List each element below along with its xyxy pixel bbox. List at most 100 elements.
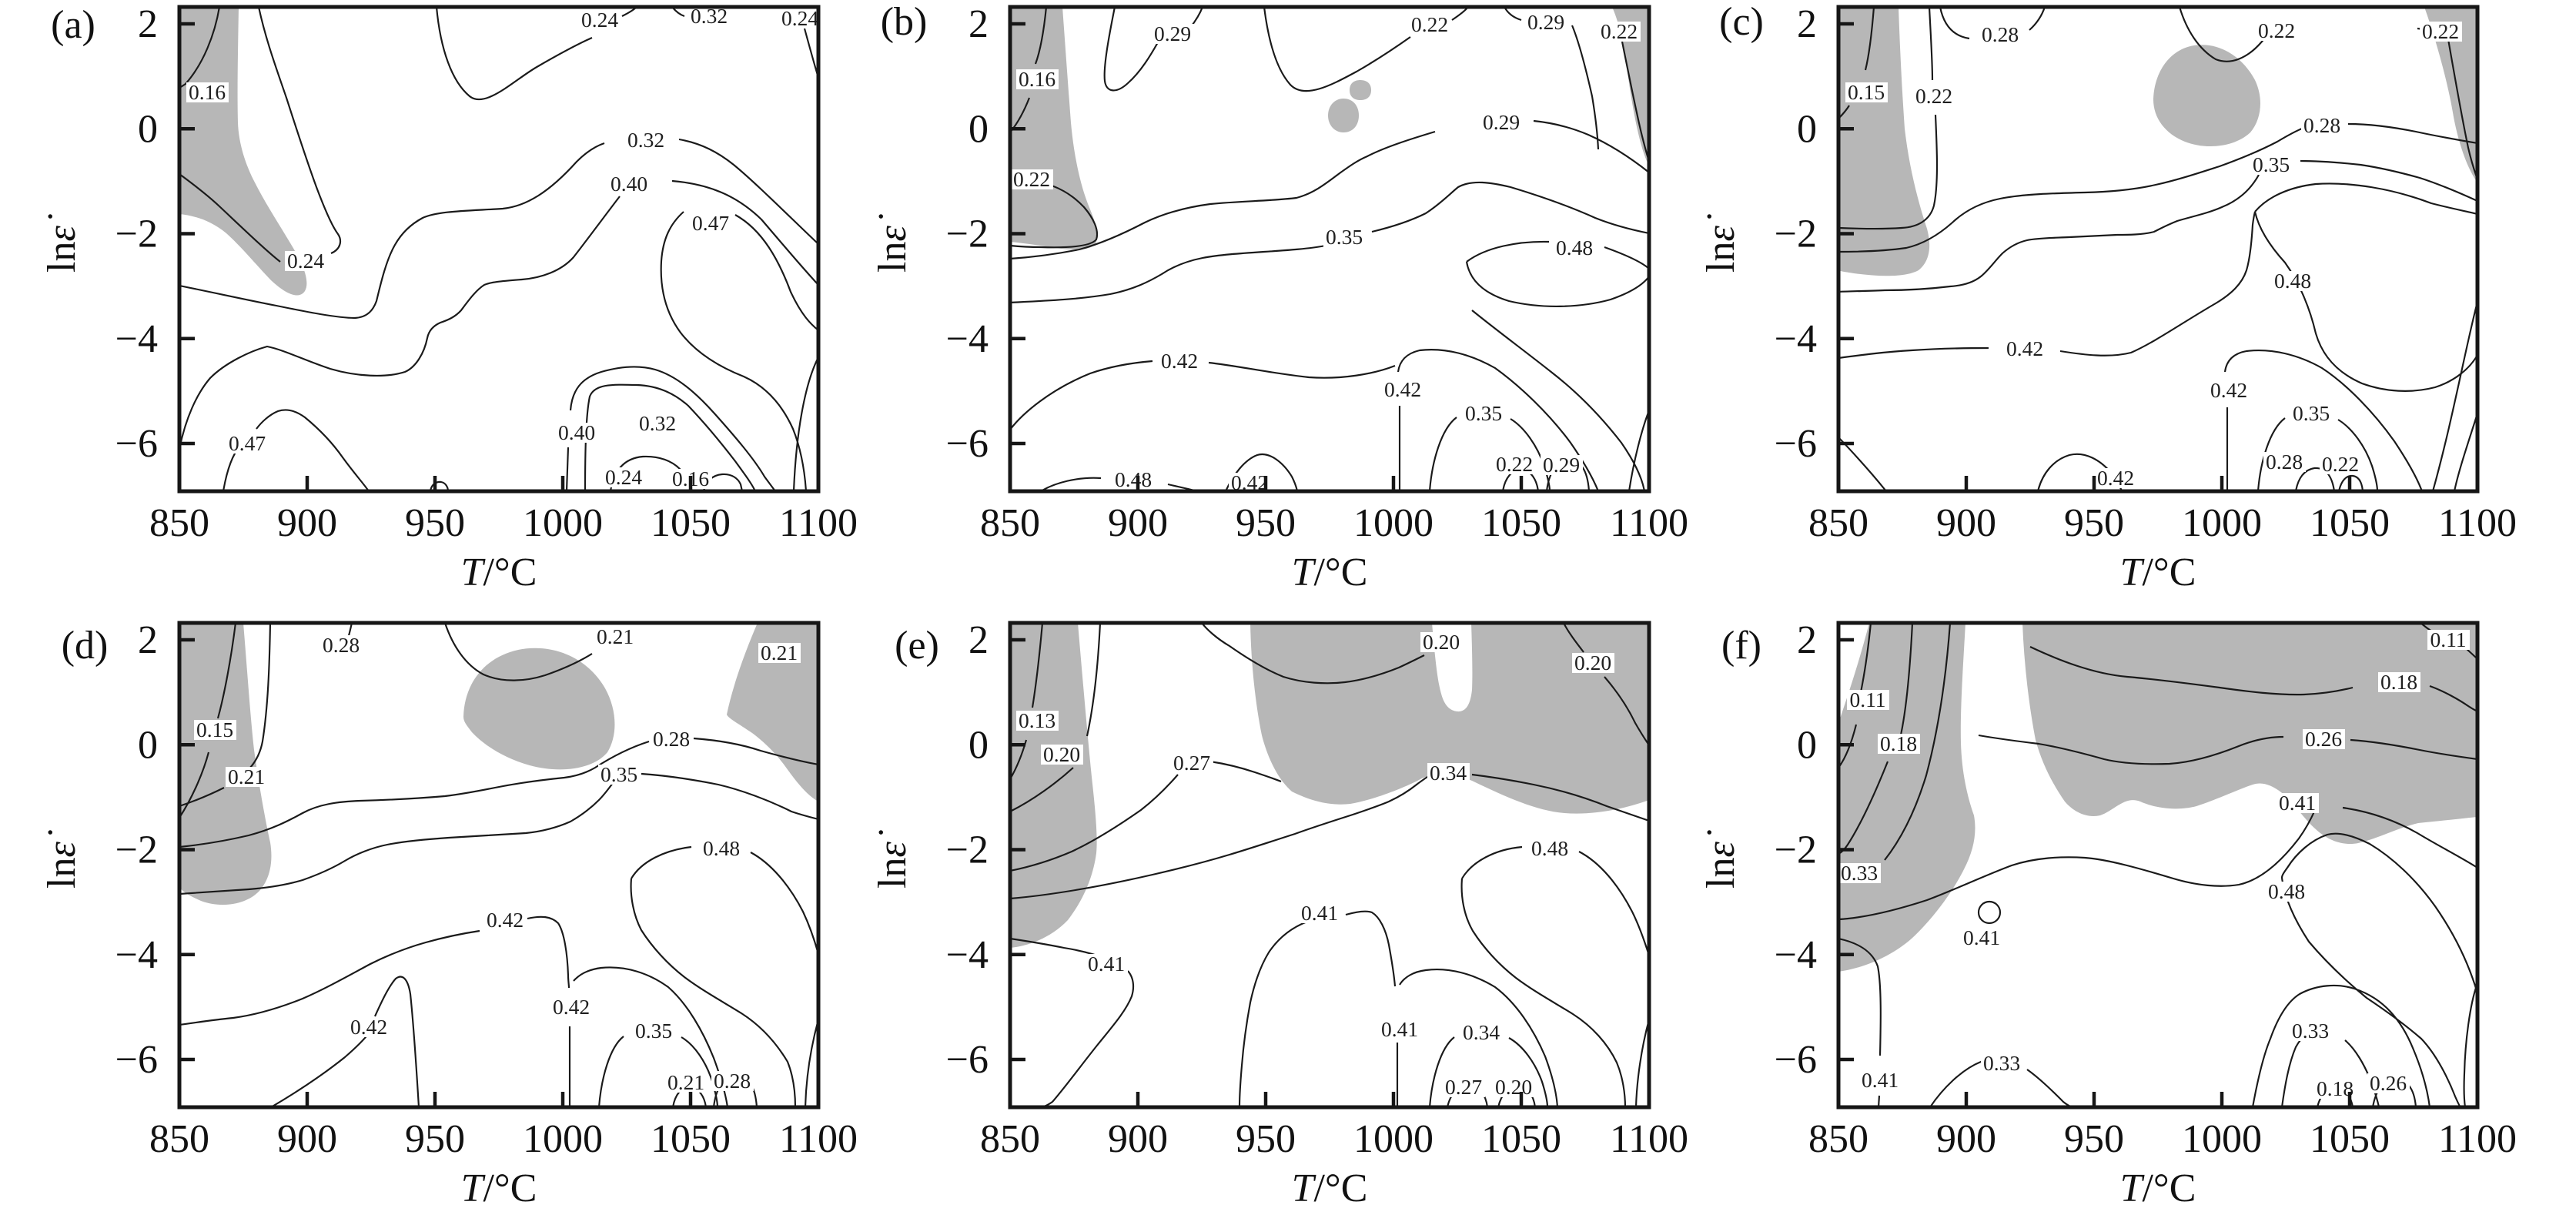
- svg-text:1100: 1100: [779, 1117, 858, 1161]
- svg-text:0.22: 0.22: [2322, 452, 2359, 476]
- svg-text:0.29: 0.29: [1527, 10, 1564, 34]
- svg-text:950: 950: [405, 1117, 465, 1161]
- svg-text:0: 0: [969, 723, 989, 767]
- svg-text:(e): (e): [895, 624, 939, 668]
- svg-text:0.26: 0.26: [2305, 727, 2342, 751]
- svg-text:0.32: 0.32: [691, 4, 728, 28]
- svg-text:850: 850: [149, 501, 209, 545]
- svg-text:0.21: 0.21: [761, 641, 798, 664]
- svg-text:0.42: 0.42: [1161, 349, 1198, 373]
- svg-text:1000: 1000: [523, 1117, 603, 1161]
- svg-text:900: 900: [277, 501, 337, 545]
- svg-text:(f): (f): [1721, 624, 1761, 668]
- svg-text:850: 850: [1808, 501, 1868, 545]
- svg-text:0.29: 0.29: [1543, 453, 1580, 477]
- svg-text:0.24: 0.24: [781, 6, 818, 30]
- svg-text:0.48: 0.48: [703, 836, 740, 860]
- svg-text:950: 950: [405, 501, 465, 545]
- svg-text:1000: 1000: [1353, 501, 1434, 545]
- svg-text:2: 2: [1797, 2, 1817, 46]
- svg-text:1000: 1000: [1353, 1117, 1434, 1161]
- svg-text:0: 0: [969, 107, 989, 151]
- svg-text:0.28: 0.28: [2266, 450, 2303, 474]
- svg-text:0.42: 0.42: [2210, 378, 2247, 402]
- svg-text:0.21: 0.21: [228, 765, 265, 788]
- svg-text:2: 2: [138, 618, 158, 662]
- svg-text:(d): (d): [62, 624, 109, 668]
- svg-text:1000: 1000: [523, 501, 603, 545]
- svg-text:−2: −2: [1775, 828, 1817, 872]
- svg-text:0.22: 0.22: [1411, 12, 1448, 36]
- svg-text:0.35: 0.35: [1465, 401, 1502, 425]
- svg-text:0.28: 0.28: [714, 1069, 751, 1093]
- svg-text:0.42: 0.42: [2097, 466, 2134, 490]
- svg-text:0.20: 0.20: [1574, 651, 1611, 674]
- svg-text:0.34: 0.34: [1463, 1020, 1500, 1044]
- svg-text:0.28: 0.28: [1982, 22, 2019, 46]
- svg-text:0.20: 0.20: [1043, 742, 1080, 766]
- svg-text:0: 0: [1797, 723, 1817, 767]
- svg-text:0.48: 0.48: [2268, 879, 2305, 903]
- svg-text:0.48: 0.48: [2274, 269, 2311, 293]
- svg-text:−6: −6: [1775, 1038, 1817, 1082]
- svg-text:0.22: 0.22: [1915, 84, 1952, 108]
- svg-text:−2: −2: [115, 213, 158, 256]
- svg-text:0.32: 0.32: [627, 128, 664, 152]
- svg-text:0.16: 0.16: [189, 80, 226, 104]
- svg-text:0.16: 0.16: [1019, 67, 1055, 91]
- svg-text:0.22: 0.22: [1496, 452, 1533, 476]
- svg-text:900: 900: [277, 1117, 337, 1161]
- svg-text:900: 900: [1108, 1117, 1168, 1161]
- svg-text:T/°C: T/°C: [1292, 551, 1368, 594]
- svg-text:0.29: 0.29: [1154, 22, 1191, 45]
- svg-text:T/°C: T/°C: [461, 1166, 537, 1210]
- svg-text:0.42: 0.42: [487, 908, 524, 932]
- svg-text:T/°C: T/°C: [2120, 1166, 2196, 1210]
- svg-text:0.48: 0.48: [1115, 467, 1152, 491]
- svg-text:−2: −2: [115, 828, 158, 872]
- svg-text:T/°C: T/°C: [1292, 1166, 1368, 1210]
- svg-text:0.27: 0.27: [1173, 751, 1210, 775]
- svg-text:1050: 1050: [651, 501, 731, 545]
- svg-text:0.22: 0.22: [2422, 19, 2459, 43]
- svg-text:0.41: 0.41: [1381, 1017, 1418, 1041]
- svg-text:0.18: 0.18: [2380, 670, 2417, 694]
- svg-text:900: 900: [1936, 501, 1996, 545]
- svg-text:0.40: 0.40: [611, 172, 647, 196]
- svg-text:0.13: 0.13: [1019, 708, 1055, 732]
- svg-text:−6: −6: [1775, 422, 1817, 466]
- svg-text:850: 850: [980, 501, 1040, 545]
- svg-text:0.48: 0.48: [1556, 236, 1593, 259]
- svg-text:0.41: 0.41: [1862, 1068, 1899, 1092]
- svg-text:2: 2: [138, 2, 158, 46]
- svg-text:0: 0: [138, 723, 158, 767]
- svg-text:950: 950: [2064, 1117, 2124, 1161]
- svg-text:1050: 1050: [1481, 1117, 1561, 1161]
- svg-text:1100: 1100: [779, 501, 858, 545]
- svg-text:850: 850: [1808, 1117, 1868, 1161]
- svg-text:0.11: 0.11: [2430, 628, 2466, 651]
- svg-text:0.48: 0.48: [1531, 836, 1568, 860]
- svg-text:0.21: 0.21: [597, 624, 634, 648]
- svg-text:−2: −2: [1775, 213, 1817, 256]
- svg-text:0.42: 0.42: [350, 1015, 387, 1039]
- svg-text:0.32: 0.32: [639, 411, 676, 435]
- svg-text:0.33: 0.33: [2292, 1019, 2329, 1043]
- svg-text:0.33: 0.33: [1841, 861, 1878, 885]
- svg-text:T/°C: T/°C: [461, 551, 537, 594]
- svg-text:1050: 1050: [1481, 501, 1561, 545]
- svg-text:0.42: 0.42: [553, 995, 590, 1019]
- svg-text:850: 850: [149, 1117, 209, 1161]
- svg-text:0.24: 0.24: [287, 249, 324, 273]
- svg-text:0.41: 0.41: [2279, 791, 2316, 815]
- svg-text:0.41: 0.41: [1963, 925, 2000, 949]
- svg-text:−2: −2: [946, 213, 989, 256]
- svg-text:0.22: 0.22: [2258, 18, 2295, 42]
- svg-text:0.11: 0.11: [1849, 688, 1885, 711]
- svg-text:0.29: 0.29: [1483, 110, 1520, 134]
- svg-text:0.35: 0.35: [635, 1019, 672, 1043]
- svg-text:0.35: 0.35: [2253, 152, 2290, 176]
- svg-text:0.22: 0.22: [1013, 167, 1050, 191]
- svg-text:(a): (a): [51, 3, 95, 47]
- svg-text:0.21: 0.21: [667, 1070, 704, 1094]
